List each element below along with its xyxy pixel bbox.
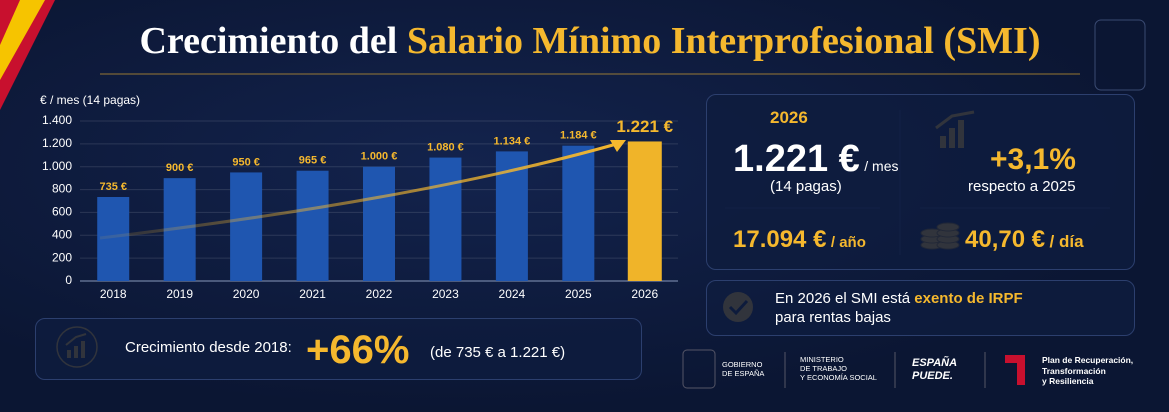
value-label: 735 €: [99, 181, 127, 193]
growth-label: Crecimiento desde 2018:: [125, 339, 292, 356]
stats-daily: 40,70 € / día: [965, 226, 1084, 254]
value-label: 1.000 €: [361, 151, 398, 163]
monthly-note: (14 pagas): [770, 178, 842, 195]
monthly-unit: / mes: [864, 158, 899, 174]
growth-detail: (de 735 € a 1.221 €): [430, 344, 566, 361]
value-label: 900 €: [166, 162, 194, 174]
bar: [363, 166, 395, 281]
value-label: 1.184 €: [560, 130, 597, 142]
footer-line: MINISTERIO: [800, 355, 844, 364]
y-tick-label: 1.000: [42, 159, 72, 173]
bar: [562, 145, 595, 281]
footer-line: Y ECONOMÍA SOCIAL: [800, 373, 877, 382]
footer-line: y Resiliencia: [1042, 376, 1094, 386]
x-tick-label: 2026: [631, 287, 658, 301]
title: Crecimiento del Salario Mínimo Interprof…: [139, 20, 1040, 62]
footer-line: DE TRABAJO: [800, 364, 847, 373]
footer-ministerio: MINISTERIO DE TRABAJO Y ECONOMÍA SOCIAL: [800, 355, 877, 382]
x-tick-label: 2020: [233, 287, 260, 301]
x-tick-label: 2022: [366, 287, 393, 301]
increase-value: +3,1%: [990, 143, 1076, 176]
value-label: 950 €: [232, 156, 260, 168]
notice-box: [706, 280, 1135, 336]
annual-value: 17.094 €: [733, 226, 827, 253]
x-tick-label: 2019: [166, 287, 193, 301]
x-tick-label: 2024: [499, 287, 526, 301]
growth-value: +66%: [306, 328, 410, 372]
annual-unit: / año: [830, 234, 866, 251]
arrow-head: [610, 140, 626, 152]
value-label: 1.221 €: [616, 117, 673, 136]
bar: [429, 157, 462, 281]
footer-line: Transformación: [1042, 365, 1106, 376]
footer-plan: Plan de Recuperación, Transformación y Res…: [1042, 355, 1133, 387]
footer-line: GOBIERNO: [722, 360, 763, 369]
bar: [627, 141, 662, 281]
value-label: 965 €: [299, 155, 327, 167]
notice-text: para rentas bajas: [775, 309, 891, 326]
growth-box: [35, 318, 642, 380]
stats-box: [706, 94, 1135, 270]
x-tick-label: 2021: [299, 287, 326, 301]
bar: [230, 172, 263, 281]
notice-line: En 2026 el SMI está exento de IRPF: [775, 290, 1023, 307]
y-tick-label: 1.200: [42, 136, 72, 150]
y-axis-label: € / mes (14 pagas): [40, 93, 140, 107]
trend-arrow: [99, 141, 621, 240]
x-tick-label: 2023: [432, 287, 459, 301]
title-part: Crecimiento del: [139, 20, 397, 62]
notice-highlight: exento de IRPF: [914, 290, 1023, 307]
increase-note: respecto a 2025: [968, 178, 1076, 195]
x-tick-label: 2025: [565, 287, 592, 301]
y-tick-label: 1.400: [42, 113, 72, 127]
footer-line: Plan de Recuperación,: [1042, 355, 1134, 365]
daily-unit: / día: [1049, 232, 1084, 251]
flag: [0, 0, 55, 110]
x-tick-label: 2018: [100, 287, 127, 301]
footer-gobierno: GOBIERNO DE ESPAÑA: [722, 360, 764, 378]
y-tick-label: 0: [65, 273, 72, 287]
footer-line: ESPAÑA: [912, 357, 958, 369]
stats-annual: 17.094 € / año: [733, 226, 866, 254]
footer-espana-puede: ESPAÑA PUEDE.: [912, 357, 957, 383]
y-tick-label: 600: [52, 205, 72, 219]
stats-year: 2026: [770, 108, 808, 127]
footer-line: PUEDE.: [912, 370, 953, 382]
footer-line: DE ESPAÑA: [722, 369, 765, 378]
notice-text: En 2026 el SMI está: [775, 290, 911, 307]
bar: [296, 170, 329, 281]
y-tick-label: 200: [52, 250, 72, 264]
monthly-value: 1.221 €: [733, 138, 860, 180]
y-tick-label: 400: [52, 227, 72, 241]
y-tick-label: 800: [52, 182, 72, 196]
value-label: 1.134 €: [494, 135, 531, 147]
title-highlight: Salario Mínimo Interprofesional (SMI): [407, 20, 1041, 62]
stats-monthly: 1.221 € / mes: [733, 138, 898, 181]
footer-logos: [682, 349, 1025, 389]
coat-of-arms: [1094, 19, 1146, 91]
value-label: 1.080 €: [427, 141, 464, 153]
daily-value: 40,70 €: [965, 226, 1046, 253]
